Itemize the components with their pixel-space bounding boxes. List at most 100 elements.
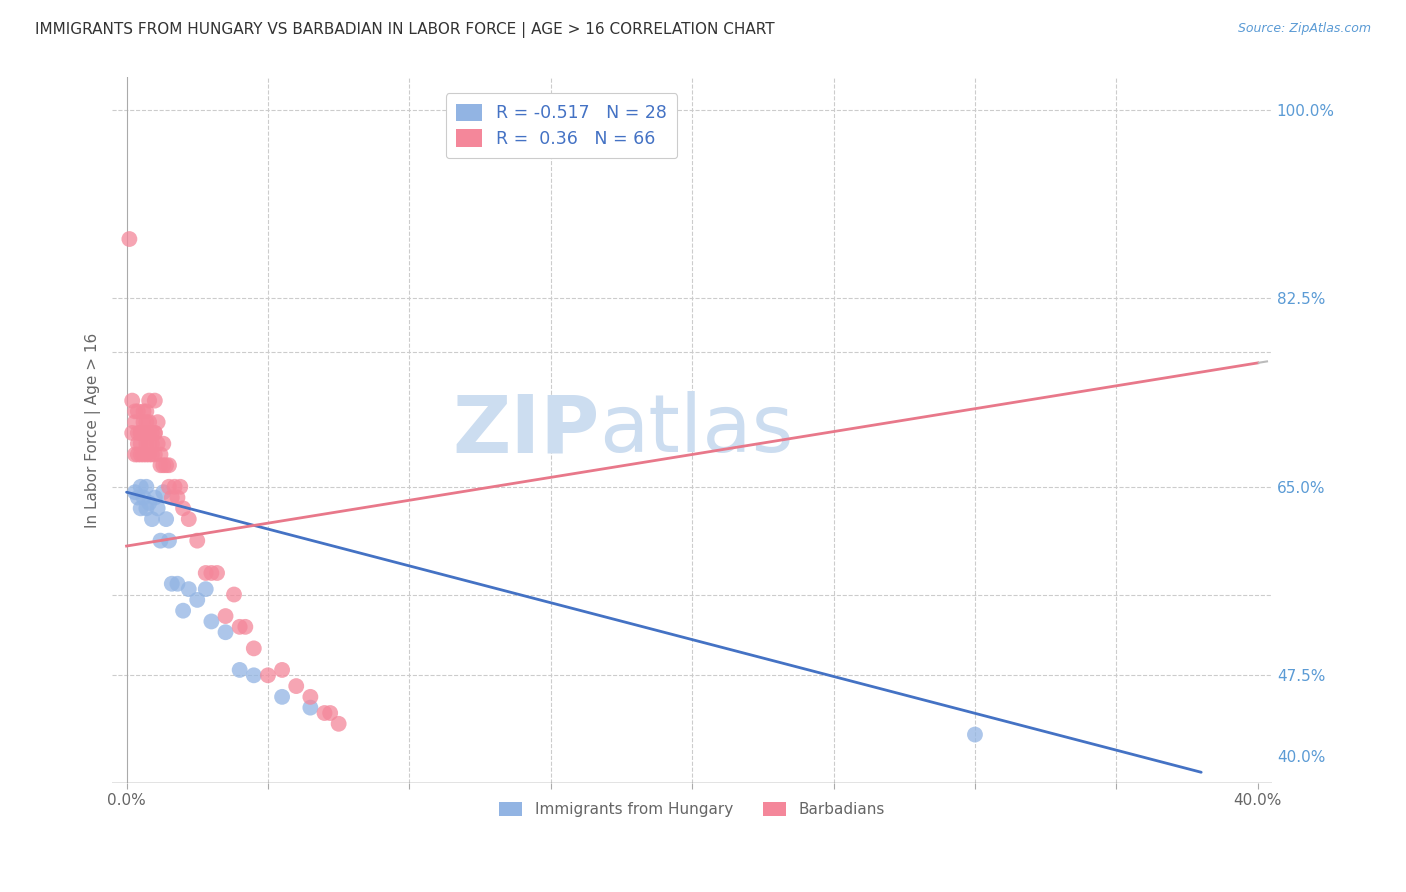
Point [314,706,336,720]
Point [129,501,152,516]
Point [143,425,166,440]
Point [149,458,172,473]
Point [271,690,294,704]
Point [152,485,174,500]
Point [143,448,166,462]
Legend: Immigrants from Hungary, Barbadians: Immigrants from Hungary, Barbadians [492,795,893,825]
Point [200,566,222,580]
Point [963,728,986,742]
Point [257,668,280,682]
Point [160,576,183,591]
Point [328,716,350,731]
Point [124,404,146,418]
Point [138,425,160,440]
Point [135,436,157,450]
Point [152,458,174,473]
Point [155,512,177,526]
Point [166,576,188,591]
Point [299,690,322,704]
Point [177,512,200,526]
Point [177,582,200,596]
Point [141,448,163,462]
Y-axis label: In Labor Force | Age > 16: In Labor Force | Age > 16 [86,333,101,528]
Point [127,425,149,440]
Point [132,415,155,429]
Point [127,436,149,450]
Point [194,566,217,580]
Point [222,588,245,602]
Point [138,393,160,408]
Point [138,496,160,510]
Point [141,436,163,450]
Point [172,604,194,618]
Point [124,485,146,500]
Point [243,668,266,682]
Point [149,533,172,548]
Point [243,641,266,656]
Point [129,425,152,440]
Point [138,415,160,429]
Point [146,415,169,429]
Point [205,566,228,580]
Point [132,425,155,440]
Point [132,404,155,418]
Point [127,491,149,505]
Point [194,582,217,596]
Point [160,491,183,505]
Point [152,436,174,450]
Point [143,491,166,505]
Point [146,436,169,450]
Point [129,480,152,494]
Point [163,480,186,494]
Point [132,448,155,462]
Point [166,491,188,505]
Point [186,593,208,607]
Text: atlas: atlas [599,392,794,469]
Point [127,448,149,462]
Point [186,533,208,548]
Point [124,415,146,429]
Point [157,533,180,548]
Point [135,480,157,494]
Point [121,393,143,408]
Text: IMMIGRANTS FROM HUNGARY VS BARBADIAN IN LABOR FORCE | AGE > 16 CORRELATION CHART: IMMIGRANTS FROM HUNGARY VS BARBADIAN IN … [35,22,775,38]
Point [271,663,294,677]
Point [172,501,194,516]
Point [132,491,155,505]
Point [228,620,250,634]
Point [127,404,149,418]
Point [228,663,250,677]
Point [214,625,236,640]
Point [143,425,166,440]
Point [135,501,157,516]
Point [299,700,322,714]
Point [157,480,180,494]
Point [149,448,172,462]
Point [118,232,141,246]
Point [214,609,236,624]
Point [319,706,342,720]
Point [146,501,169,516]
Point [141,425,163,440]
Point [233,620,256,634]
Point [129,425,152,440]
Point [157,458,180,473]
Point [138,448,160,462]
Point [129,436,152,450]
Point [169,480,191,494]
Point [138,436,160,450]
Point [135,448,157,462]
Point [135,415,157,429]
Text: ZIP: ZIP [453,392,599,469]
Point [121,425,143,440]
Point [200,615,222,629]
Point [135,404,157,418]
Point [285,679,308,693]
Point [124,448,146,462]
Point [135,425,157,440]
Point [129,448,152,462]
Point [143,393,166,408]
Point [155,458,177,473]
Text: Source: ZipAtlas.com: Source: ZipAtlas.com [1237,22,1371,36]
Point [141,512,163,526]
